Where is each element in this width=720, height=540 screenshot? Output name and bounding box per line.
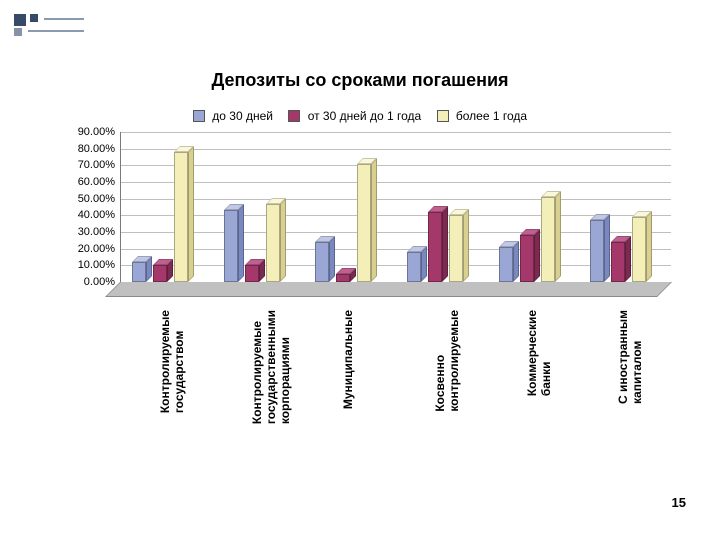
gridline <box>121 132 671 133</box>
bar <box>541 197 555 282</box>
bar <box>428 212 442 282</box>
bar <box>266 204 280 282</box>
x-tick-label: Муниципальные <box>341 310 357 409</box>
legend-swatch-1 <box>193 110 205 122</box>
gridline <box>121 232 671 233</box>
chart-area: 0.00% 10.00% 20.00% 30.00% 40.00% 50.00% 60.00… <box>60 132 670 302</box>
x-tick-label: Коммерческие банки <box>525 310 541 396</box>
bar <box>132 262 146 282</box>
bar-group <box>132 132 202 282</box>
y-tick-label: 50.00% <box>60 193 115 205</box>
gridline <box>121 249 671 250</box>
y-tick-label: 30.00% <box>60 226 115 238</box>
legend-label: более 1 года <box>456 109 527 123</box>
bar <box>520 235 534 282</box>
bar <box>590 220 604 282</box>
x-tick-label: Контролируемые государственными корпорац… <box>250 310 266 424</box>
gridline <box>121 215 671 216</box>
bar <box>407 252 421 282</box>
y-tick-label: 60.00% <box>60 176 115 188</box>
gridline <box>121 149 671 150</box>
page-number: 15 <box>672 495 686 510</box>
bar-group <box>224 132 294 282</box>
legend-item: от 30 дней до 1 года <box>288 108 421 123</box>
y-tick-label: 90.00% <box>60 126 115 138</box>
x-tick-label: С иностранным капиталом <box>616 310 632 404</box>
x-tick-label: Косвенно контролируемые <box>433 310 449 412</box>
bar <box>153 265 167 282</box>
gridline <box>121 199 671 200</box>
x-axis-labels: Контролируемые государством Контролируемы… <box>120 310 670 480</box>
x-tick-label: Контролируемые государством <box>158 310 174 413</box>
legend-label: до 30 дней <box>212 109 273 123</box>
bar-group <box>315 132 385 282</box>
bar <box>449 215 463 282</box>
bar <box>632 217 646 282</box>
bar <box>357 164 371 282</box>
y-tick-label: 70.00% <box>60 159 115 171</box>
bar <box>315 242 329 282</box>
legend-item: более 1 года <box>437 108 528 123</box>
plot-region <box>120 132 671 283</box>
corner-decoration <box>14 14 74 38</box>
chart-title: Депозиты со сроками погашения <box>0 70 720 91</box>
gridline <box>121 165 671 166</box>
y-tick-label: 40.00% <box>60 209 115 221</box>
bar <box>611 242 625 282</box>
legend-swatch-3 <box>437 110 449 122</box>
y-tick-label: 20.00% <box>60 243 115 255</box>
legend-item: до 30 дней <box>193 108 273 123</box>
bar-group <box>407 132 477 282</box>
gridline <box>121 265 671 266</box>
legend: до 30 дней от 30 дней до 1 года более 1 … <box>0 108 720 123</box>
y-tick-label: 0.00% <box>60 276 115 288</box>
bar <box>499 247 513 282</box>
bar-group <box>499 132 569 282</box>
gridline <box>121 182 671 183</box>
bar <box>245 265 259 282</box>
bar <box>174 152 188 282</box>
bar <box>224 210 238 282</box>
legend-label: от 30 дней до 1 года <box>308 109 421 123</box>
bar-group <box>590 132 660 282</box>
bar <box>336 274 350 282</box>
y-tick-label: 10.00% <box>60 259 115 271</box>
plot-floor <box>105 282 672 297</box>
y-tick-label: 80.00% <box>60 143 115 155</box>
legend-swatch-2 <box>288 110 300 122</box>
